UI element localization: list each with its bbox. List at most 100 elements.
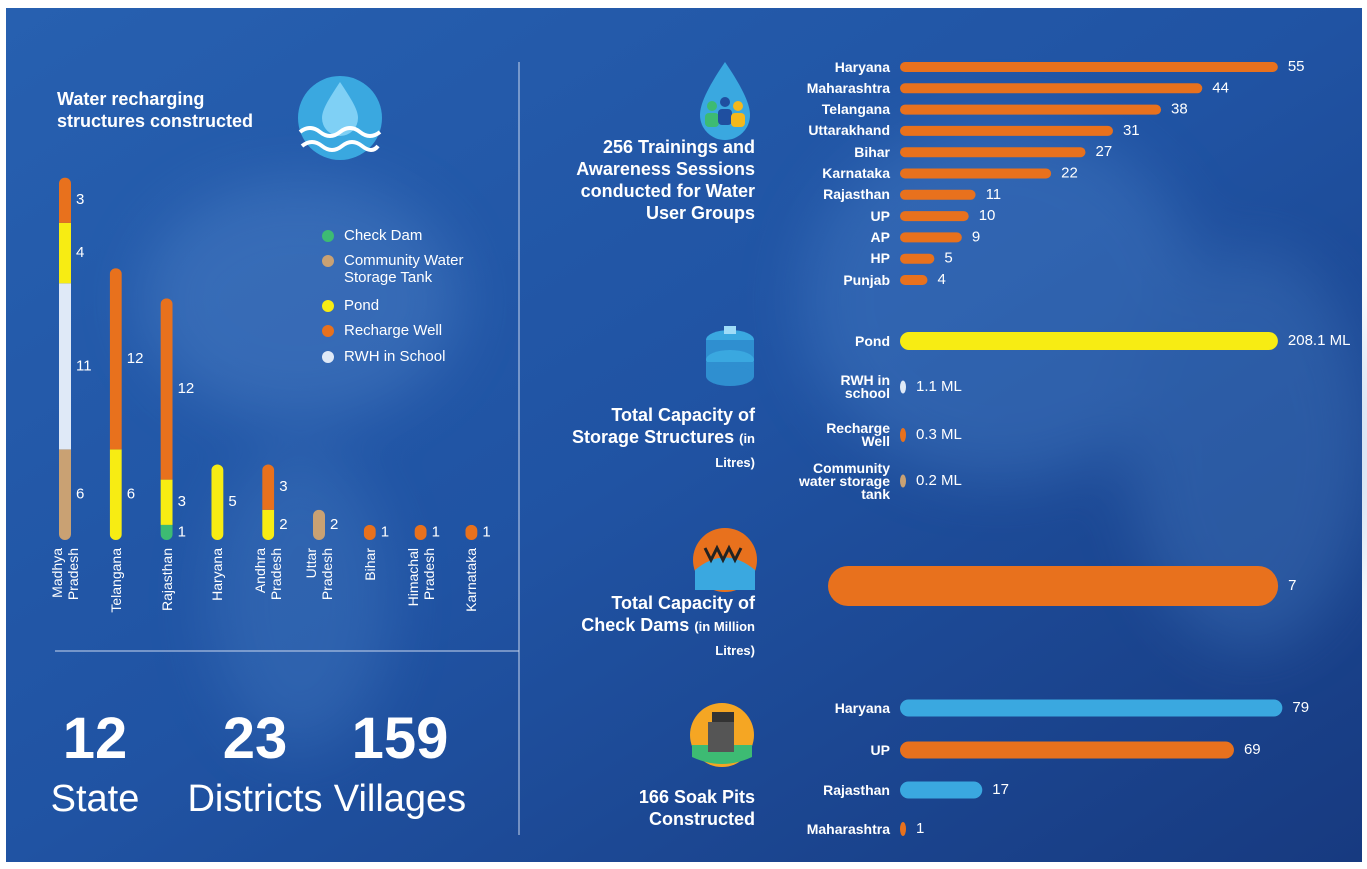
bar-segment (59, 223, 71, 283)
legend-label: RWH in School (344, 348, 514, 365)
value-label: 31 (1123, 122, 1140, 139)
stat-number: 12 (15, 705, 175, 772)
value-label: 27 (1095, 143, 1112, 160)
chart-title-box: Total Capacity of Check Dams (in Million… (565, 592, 755, 662)
chart-title: Water recharging structures constructed (57, 89, 253, 131)
legend-swatch (322, 255, 334, 267)
stacked-bar (364, 525, 376, 540)
chart-title-box: 166 Soak Pits Constructed (565, 786, 755, 830)
bar (900, 62, 1278, 72)
stat-label: Villages (310, 778, 490, 821)
x-tick-label: Telangana (108, 548, 124, 620)
bar (900, 475, 906, 488)
value-label: 7 (1288, 577, 1296, 594)
y-tick-label: Rajasthan (780, 784, 890, 797)
bar (900, 126, 1113, 136)
chart-title: 256 Trainings and Awareness Sessions con… (576, 137, 755, 223)
value-label: 2 (279, 516, 287, 533)
dam-icon (693, 528, 757, 592)
bar (900, 700, 1282, 717)
value-label: 0.3 ML (916, 426, 962, 443)
value-label: 1 (178, 523, 186, 540)
bar (900, 381, 906, 394)
y-tick-label: Bihar (760, 146, 890, 159)
value-label: 6 (76, 486, 84, 503)
legend-swatch (322, 230, 334, 242)
x-tick-label: Haryana (209, 548, 225, 620)
y-tick-label: Haryana (780, 702, 890, 715)
bar-segment (364, 525, 376, 540)
value-label: 208.1 ML (1288, 332, 1351, 349)
bar-segment (415, 525, 427, 540)
value-label: 38 (1171, 101, 1188, 118)
value-label: 44 (1212, 79, 1229, 96)
value-label: 1 (916, 820, 924, 837)
x-tick-label: Himachal Pradesh (405, 548, 437, 620)
value-label: 5 (944, 250, 952, 267)
value-label: 12 (127, 350, 144, 367)
y-tick-label: Maharashtra (760, 82, 890, 95)
bar-segment (161, 525, 173, 540)
value-label: 11 (76, 357, 92, 374)
bar-segment (161, 480, 173, 525)
value-label: 3 (178, 493, 186, 510)
x-tick-label: Uttar Pradesh (303, 548, 335, 620)
value-label: 1 (381, 523, 389, 540)
bar-segment (59, 283, 71, 449)
value-label: 6 (127, 486, 135, 503)
value-label: 1 (482, 523, 490, 540)
stacked-bar (313, 510, 325, 540)
bar (900, 742, 1234, 759)
chart-title: Total Capacity of Storage Structures (572, 405, 755, 447)
bar-segment (59, 449, 71, 540)
value-label: 12 (178, 380, 195, 397)
stacked-bar (110, 268, 122, 540)
value-label: 4 (937, 271, 945, 288)
value-label: 4 (76, 244, 84, 261)
legend-label: Pond (344, 297, 514, 314)
value-label: 2 (330, 516, 338, 533)
value-label: 79 (1292, 699, 1309, 716)
tank-icon (706, 326, 754, 386)
legend-swatch (322, 300, 334, 312)
y-tick-label: Karnataka (760, 167, 890, 180)
chart-title-box: Water recharging structures constructed (57, 88, 277, 132)
y-tick-label: Pond (795, 335, 890, 348)
legend-label: Recharge Well (344, 322, 514, 339)
bar-segment (59, 178, 71, 223)
stat-number: 23 (175, 705, 335, 772)
legend-label: Community Water Storage Tank (344, 252, 514, 286)
bar (900, 332, 1278, 350)
value-label: 10 (979, 207, 996, 224)
stat-number: 159 (320, 705, 480, 772)
stacked-bar (415, 525, 427, 540)
legend-swatch (322, 351, 334, 363)
stacked-bar (465, 525, 477, 540)
bar-segment (110, 449, 122, 540)
value-label: 22 (1061, 164, 1078, 181)
x-tick-label: Madhya Pradesh (49, 548, 81, 620)
legend-label: Check Dam (344, 227, 514, 244)
bar-segment (262, 465, 274, 510)
y-tick-label: RWH in school (795, 374, 890, 400)
value-label: 3 (76, 191, 84, 208)
chart-title-box: Total Capacity of Storage Structures (in… (565, 404, 755, 474)
water-icon (298, 76, 382, 160)
soak-pit-icon (690, 703, 754, 767)
x-tick-label: Bihar (362, 548, 378, 620)
value-label: 17 (992, 781, 1009, 798)
bar (900, 211, 969, 221)
y-tick-label: Recharge Well (795, 422, 890, 448)
chart-title-box: 256 Trainings and Awareness Sessions con… (555, 136, 755, 224)
value-label: 5 (228, 493, 236, 510)
bar-segment (161, 298, 173, 479)
stat-label: State (5, 778, 185, 821)
infographic: 6114361213125232111554438312722111095420… (0, 0, 1367, 869)
y-tick-label: UP (780, 744, 890, 757)
y-tick-label: HP (760, 252, 890, 265)
bar (900, 105, 1161, 115)
chart-subtitle: (in Million Litres) (694, 619, 755, 658)
chart-title: 166 Soak Pits Constructed (639, 787, 755, 829)
y-tick-label: Rajasthan (760, 188, 890, 201)
value-label: 9 (972, 228, 980, 245)
